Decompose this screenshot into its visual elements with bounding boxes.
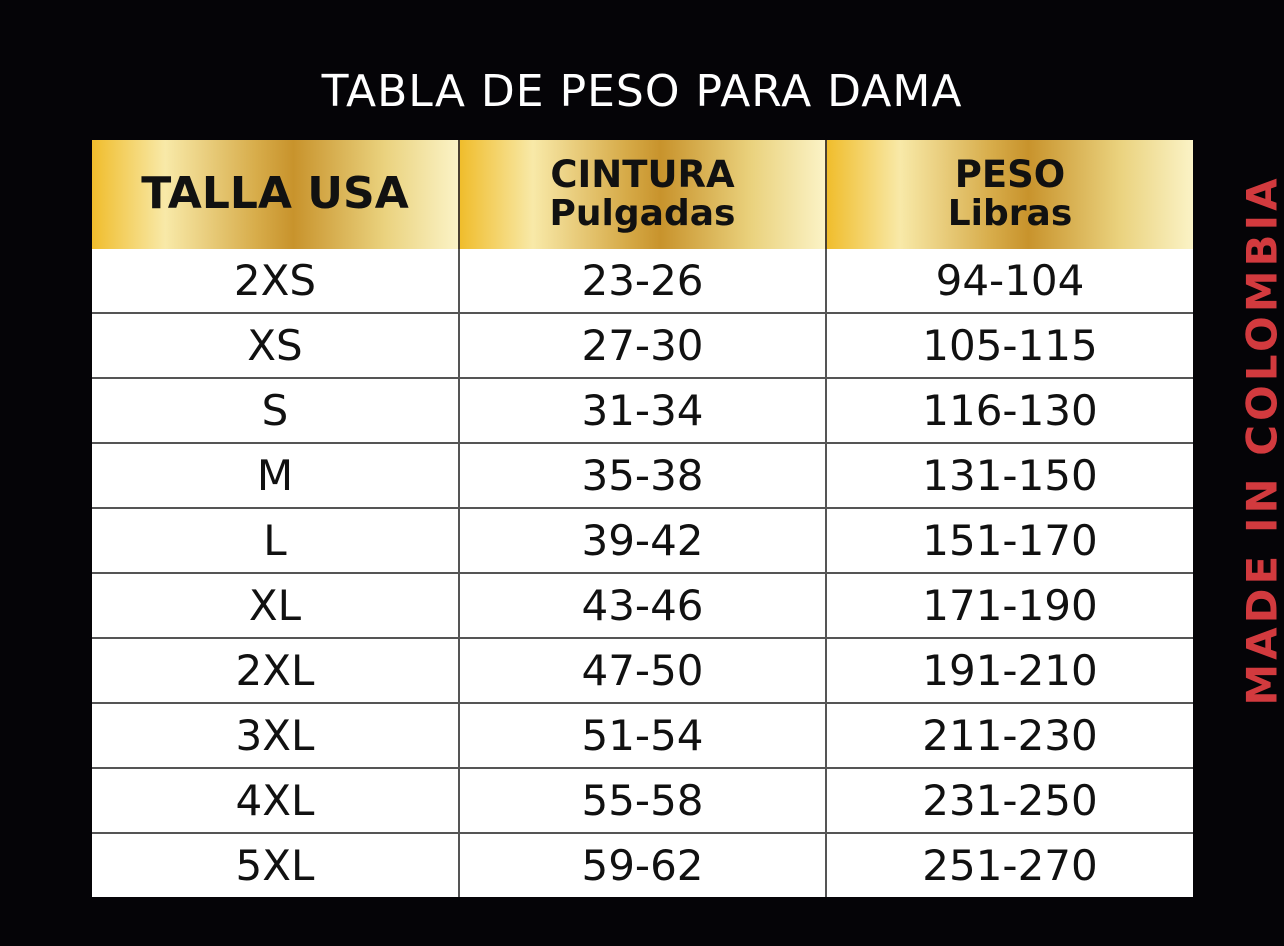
waist-cell: 23-26	[458, 249, 827, 314]
header-talla: TALLA USA	[92, 140, 460, 249]
table-row: M 35-38 131-150	[92, 443, 1193, 509]
weight-cell: 171-190	[825, 573, 1193, 639]
weight-cell: 94-104	[825, 249, 1193, 314]
header-peso-title: PESO	[954, 153, 1066, 197]
header-peso: PESO Libras	[826, 140, 1193, 249]
waist-cell: 51-54	[458, 703, 827, 769]
size-cell: XL	[92, 573, 460, 639]
table-header-row: TALLA USA CINTURA Pulgadas PESO Libras	[92, 140, 1193, 249]
weight-cell: 191-210	[825, 638, 1193, 704]
waist-cell: 35-38	[458, 443, 827, 509]
weight-cell: 231-250	[825, 768, 1193, 834]
table-row: 3XL 51-54 211-230	[92, 703, 1193, 769]
table-row: XL 43-46 171-190	[92, 573, 1193, 639]
header-peso-unit: Libras	[947, 193, 1073, 235]
made-in-colombia-text: MADE IN COLOMBIA	[1237, 174, 1284, 706]
table-row: 4XL 55-58 231-250	[92, 768, 1193, 834]
weight-cell: 116-130	[825, 378, 1193, 444]
size-cell: 5XL	[92, 833, 460, 897]
size-cell: M	[92, 443, 460, 509]
waist-cell: 55-58	[458, 768, 827, 834]
size-cell: L	[92, 508, 460, 574]
table-row: XS 27-30 105-115	[92, 313, 1193, 379]
table-row: L 39-42 151-170	[92, 508, 1193, 574]
size-table: TALLA USA CINTURA Pulgadas PESO Libras 2…	[92, 140, 1193, 897]
table-row: 5XL 59-62 251-270	[92, 833, 1193, 897]
waist-cell: 43-46	[458, 573, 827, 639]
size-cell: 2XS	[92, 249, 460, 314]
table-row: 2XL 47-50 191-210	[92, 638, 1193, 704]
weight-cell: 211-230	[825, 703, 1193, 769]
size-cell: 2XL	[92, 638, 460, 704]
weight-cell: 251-270	[825, 833, 1193, 897]
weight-cell: 131-150	[825, 443, 1193, 509]
size-cell: XS	[92, 313, 460, 379]
waist-cell: 59-62	[458, 833, 827, 897]
table-row: 2XS 23-26 94-104	[92, 249, 1193, 314]
waist-cell: 39-42	[458, 508, 827, 574]
size-cell: 4XL	[92, 768, 460, 834]
header-cintura: CINTURA Pulgadas	[459, 140, 827, 249]
size-cell: S	[92, 378, 460, 444]
table-row: S 31-34 116-130	[92, 378, 1193, 444]
waist-cell: 47-50	[458, 638, 827, 704]
weight-cell: 105-115	[825, 313, 1193, 379]
waist-cell: 31-34	[458, 378, 827, 444]
page-title: TABLA DE PESO PARA DAMA	[321, 66, 963, 117]
weight-cell: 151-170	[825, 508, 1193, 574]
header-cintura-unit: Pulgadas	[549, 193, 736, 235]
header-cintura-title: CINTURA	[550, 153, 735, 197]
waist-cell: 27-30	[458, 313, 827, 379]
size-cell: 3XL	[92, 703, 460, 769]
